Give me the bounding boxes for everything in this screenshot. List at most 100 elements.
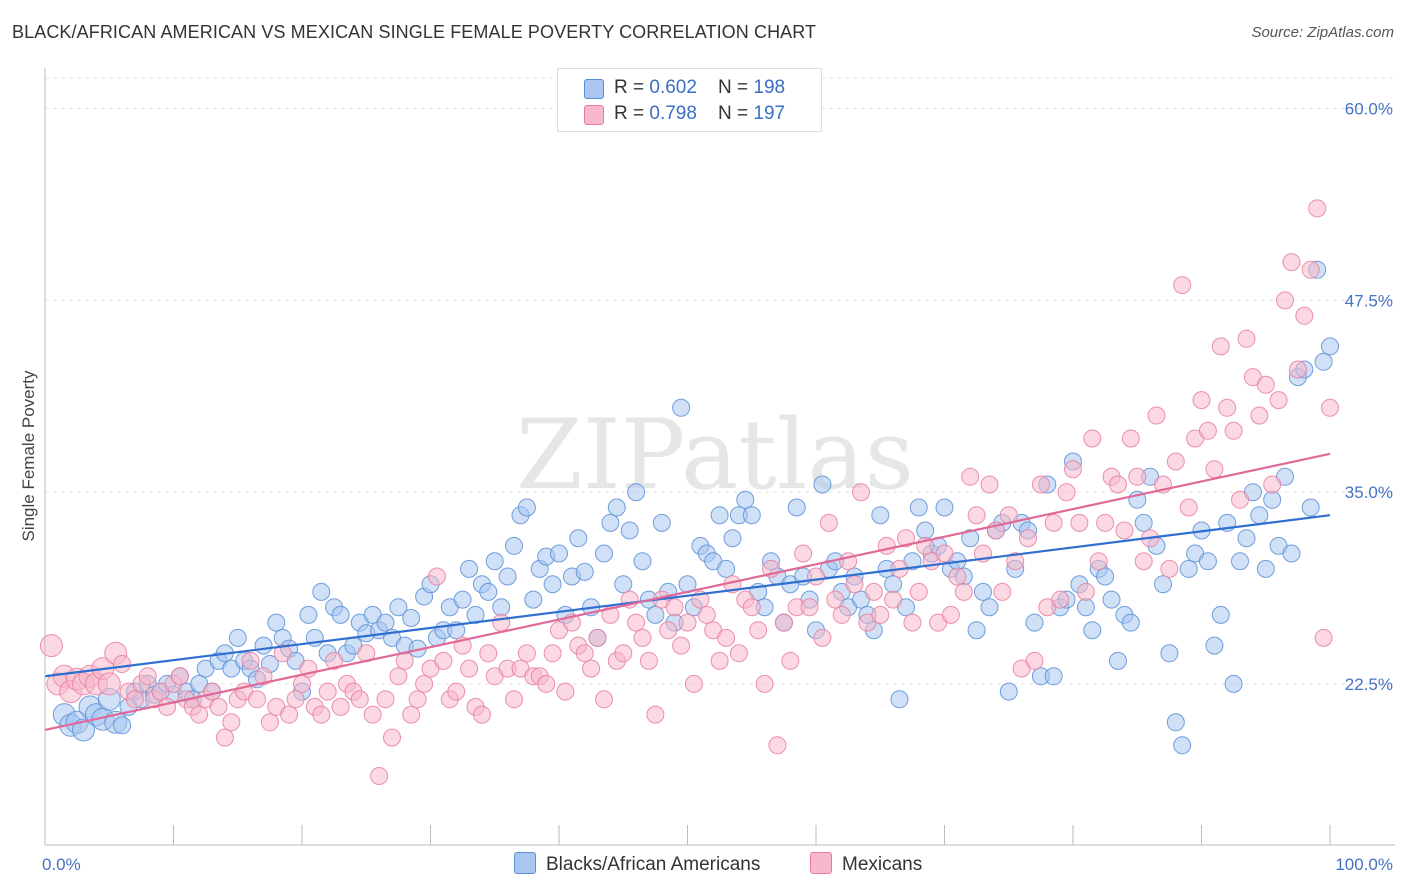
data-point (1295, 306, 1314, 325)
data-point (312, 705, 331, 724)
data-point (595, 690, 613, 709)
data-point (826, 590, 845, 609)
data-point (1231, 490, 1249, 509)
data-point (1160, 559, 1179, 578)
data-point (260, 713, 279, 732)
data-point (794, 544, 813, 563)
data-point (710, 651, 729, 670)
data-point (1314, 352, 1333, 371)
data-point (1231, 552, 1249, 571)
data-point (1173, 736, 1192, 755)
bottom-legend-swatch-blacks (514, 852, 536, 874)
chart-title: BLACK/AFRICAN AMERICAN VS MEXICAN SINGLE… (12, 22, 817, 42)
watermark: ZIPatlas (516, 399, 914, 511)
data-point (1179, 559, 1198, 578)
data-point (1263, 475, 1282, 494)
data-point (170, 667, 189, 686)
data-point (125, 690, 144, 709)
data-point (967, 506, 986, 525)
data-point (672, 398, 691, 417)
data-point (1154, 575, 1172, 594)
data-point (222, 713, 241, 732)
data-point (774, 613, 793, 632)
data-point (1205, 460, 1224, 479)
data-point (575, 644, 594, 663)
trend-lines (44, 452, 1331, 732)
data-point (742, 506, 761, 525)
bottom-legend-label-mexicans: Mexicans (842, 854, 923, 875)
data-point (941, 605, 960, 624)
data-point (916, 521, 935, 540)
data-point (1044, 513, 1063, 532)
data-point (787, 498, 806, 517)
data-point (1121, 613, 1140, 632)
data-point (672, 636, 691, 655)
data-point (376, 613, 395, 632)
data-point (1301, 498, 1320, 517)
data-point (312, 582, 331, 601)
data-point (1288, 360, 1307, 379)
data-point (781, 651, 800, 670)
data-point (505, 690, 523, 709)
tick-labels: 22.5% 35.0% 47.5% 60.0% 0.0% 100.0% (42, 100, 1393, 874)
data-point (633, 628, 652, 647)
data-point (1051, 590, 1070, 609)
data-point (350, 690, 369, 709)
data-point (729, 644, 748, 663)
data-point (710, 506, 729, 525)
bottom-legend-mexicans: Mexicans (810, 852, 922, 876)
data-point (813, 628, 832, 647)
bottom-legend-swatch-mexicans (810, 852, 832, 874)
data-point (39, 634, 63, 658)
data-point (427, 567, 446, 586)
bottom-legend-label-blacks: Blacks/African Americans (546, 854, 761, 875)
data-point (633, 552, 652, 571)
data-point (813, 475, 832, 494)
data-point (967, 621, 986, 640)
y-tick-label: 22.5% (1345, 675, 1393, 694)
data-point (897, 529, 915, 548)
data-point (1301, 260, 1320, 279)
data-point (72, 718, 95, 742)
legend-r-label: R = (614, 103, 650, 124)
data-point (1006, 552, 1025, 571)
data-point (1115, 521, 1134, 540)
data-point (537, 674, 556, 693)
data-point (755, 674, 774, 693)
data-point (909, 498, 928, 517)
data-point (254, 636, 273, 655)
data-point (1179, 498, 1198, 517)
data-point (1166, 452, 1185, 471)
data-point (1134, 513, 1153, 532)
data-point (273, 644, 292, 663)
data-point (318, 682, 337, 701)
data-point (254, 667, 273, 686)
data-point (492, 598, 511, 617)
data-point (325, 651, 344, 670)
data-point (1019, 529, 1037, 548)
data-point (935, 498, 954, 517)
data-point (588, 628, 607, 647)
y-axis-label: Single Female Poverty (19, 370, 38, 542)
data-point (1321, 398, 1339, 417)
data-point (961, 529, 980, 548)
data-point (472, 705, 491, 724)
data-point (389, 598, 408, 617)
data-point (485, 552, 504, 571)
legend-r-label: R = (614, 77, 650, 98)
data-point (1211, 605, 1230, 624)
data-point (293, 674, 311, 693)
data-point (402, 705, 421, 724)
data-point (948, 567, 967, 586)
data-point (158, 697, 177, 716)
data-point (524, 590, 543, 609)
data-point (460, 559, 479, 578)
data-point (1218, 398, 1237, 417)
data-point (415, 674, 434, 693)
data-point (980, 475, 999, 494)
data-point (620, 521, 639, 540)
data-point (190, 705, 209, 724)
data-point (280, 705, 299, 724)
source-label: Source: ZipAtlas.com (1251, 24, 1394, 41)
